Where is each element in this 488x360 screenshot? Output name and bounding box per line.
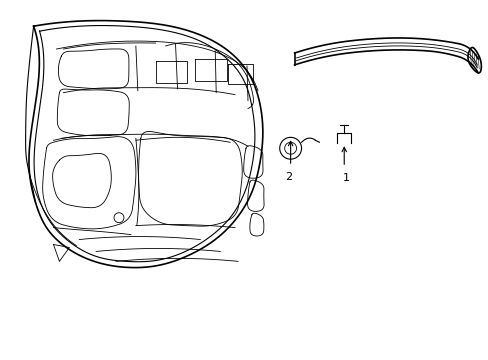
Text: 1: 1 <box>342 173 349 183</box>
Text: 2: 2 <box>285 172 292 182</box>
